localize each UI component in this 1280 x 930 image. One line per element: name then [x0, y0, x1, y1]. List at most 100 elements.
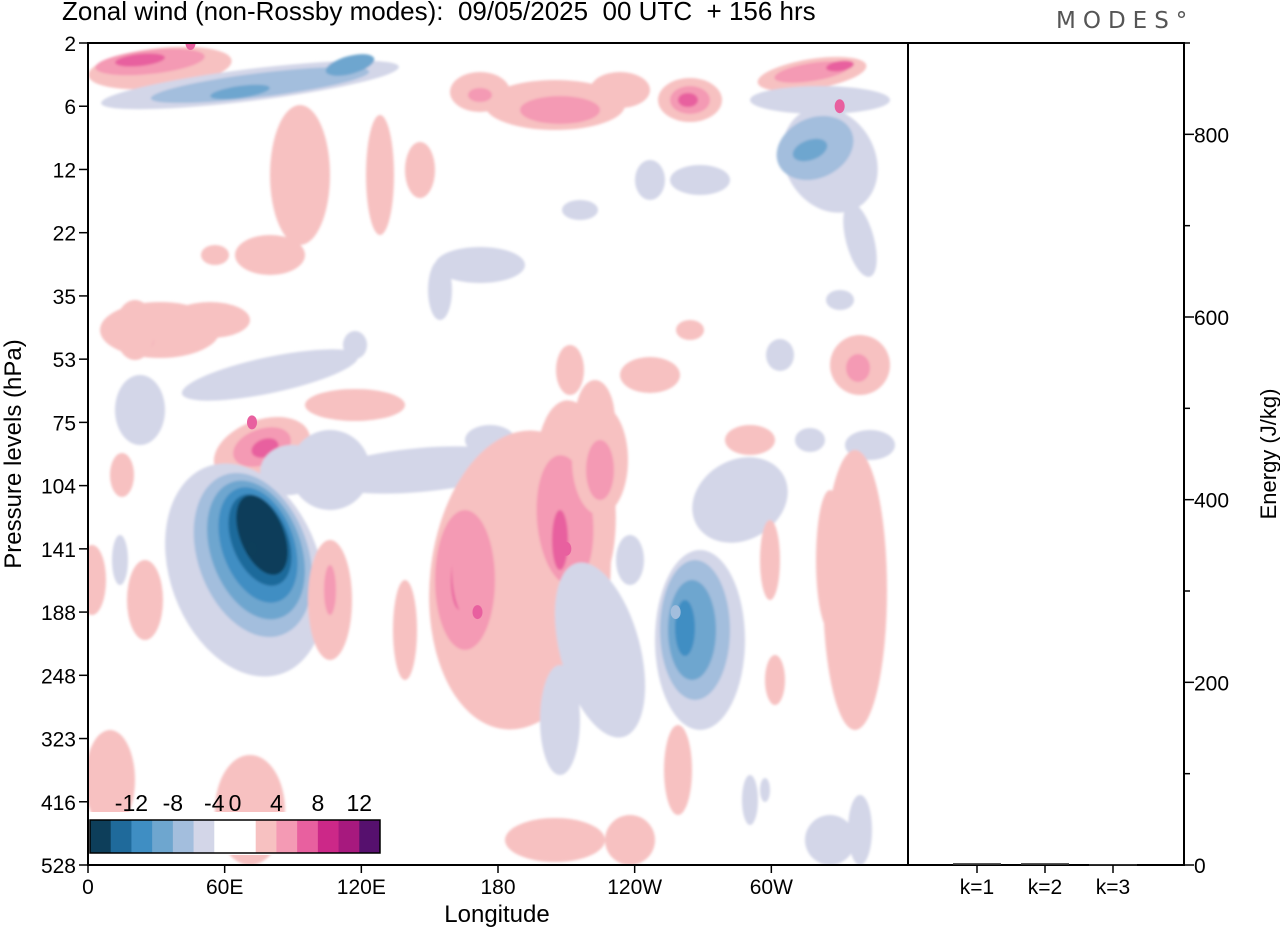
contour-fill — [616, 535, 644, 585]
y-tick-label: 6 — [64, 96, 76, 119]
contour-fill — [88, 545, 106, 615]
energy-panel-frame — [907, 42, 1185, 866]
colorbar-frame — [89, 819, 381, 854]
contour-fill — [343, 331, 367, 359]
contour-fill — [795, 428, 825, 452]
contour-fill — [435, 247, 525, 283]
x-axis-label: Longitude — [444, 901, 549, 928]
modes-logo: MODES° — [1056, 8, 1195, 34]
colorbar-swatch — [90, 820, 112, 853]
contour-fill — [505, 818, 605, 862]
energy-bar — [1089, 864, 1137, 866]
contour-fill — [210, 84, 270, 100]
colorbar: -12 -8 -4 0 4 8 12 — [88, 790, 382, 855]
y-tick-label: 416 — [41, 792, 76, 815]
contour-fill — [750, 86, 890, 114]
contour-fill — [127, 560, 163, 640]
contour-fill — [260, 444, 320, 496]
colorbar-swatch — [359, 820, 381, 853]
x-tick-label: 60E — [206, 876, 243, 899]
field-extremum — [834, 99, 845, 114]
contour-fill — [692, 457, 788, 543]
y-tick-label: 528 — [41, 855, 76, 878]
contour-fill — [586, 440, 614, 500]
colorbar-swatch — [110, 820, 132, 853]
contour-fill — [725, 425, 775, 455]
contour-fill — [290, 430, 370, 510]
x-tick-label: 0 — [82, 876, 94, 899]
x-tick-label: 120E — [337, 876, 386, 899]
y-tick-label: 75 — [53, 412, 76, 435]
y-axis: 2 6 12 22 35 53 75 104 141 188 248 323 416 528 — [41, 33, 88, 878]
contour-fills — [88, 43, 895, 865]
contour-fill — [792, 138, 828, 162]
colorbar-swatch — [152, 820, 174, 853]
contour-fill — [115, 53, 165, 67]
energy-bar — [953, 863, 1001, 865]
y-tick-label: 188 — [41, 602, 76, 625]
colorbar-label: 8 — [311, 790, 324, 816]
contour-fill — [405, 142, 435, 198]
contour-fill — [325, 54, 375, 76]
contour-fill — [468, 88, 492, 102]
x-tick-label: 60W — [750, 876, 793, 899]
contour-fill — [366, 115, 394, 235]
colorbar-swatch — [297, 820, 319, 853]
colorbar-label: 0 — [229, 790, 242, 816]
contour-fill — [170, 302, 250, 338]
x-axis: 0 60E 120E 180 120W 60W — [82, 865, 793, 899]
contour-fill — [181, 349, 359, 401]
contour-fill — [760, 520, 780, 600]
contour-fill — [270, 105, 330, 245]
field-extremum — [811, 162, 822, 177]
energy-bars: k=1 k=2 k=3 — [953, 863, 1137, 899]
contour-fill — [742, 775, 758, 825]
contour-fill — [670, 165, 730, 195]
contour-fill — [236, 495, 288, 575]
colorbar-label: 4 — [270, 790, 283, 816]
contour-fill — [540, 665, 580, 775]
energy-tick-label: 200 — [1194, 672, 1229, 695]
energy-tick-label: 600 — [1194, 307, 1229, 330]
energy-category-label: k=2 — [1028, 876, 1062, 899]
y-tick-label: 141 — [41, 539, 76, 562]
colorbar-swatch — [276, 820, 298, 853]
energy-tick-label: 0 — [1194, 855, 1206, 878]
energy-axis: 0 200 400 600 800 — [1184, 42, 1229, 878]
y-tick-label: 53 — [53, 349, 76, 372]
y-tick-label: 248 — [41, 665, 76, 688]
energy-tick-label: 400 — [1194, 490, 1229, 513]
colorbar-swatch — [214, 820, 236, 853]
y-tick-label: 12 — [53, 159, 76, 182]
colorbar-swatch — [255, 820, 277, 853]
energy-category-label: k=1 — [960, 876, 994, 899]
contour-fill — [590, 72, 650, 108]
colorbar-label: 12 — [346, 790, 372, 816]
y-tick-label: 104 — [41, 476, 76, 499]
y-tick-label: 22 — [53, 223, 76, 246]
contour-fill — [765, 655, 785, 705]
contour-fill — [552, 510, 568, 570]
field-extremum — [247, 541, 257, 556]
energy-axis-label: Energy (J/kg) — [1256, 389, 1280, 520]
x-tick-label: 180 — [480, 876, 515, 899]
contour-fill — [393, 580, 417, 680]
colorbar-label: -4 — [204, 790, 225, 816]
contour-fill — [816, 490, 844, 630]
chart-title: Zonal wind (non-Rossby modes): 09/05/202… — [62, 0, 816, 26]
contour-fill — [115, 300, 155, 360]
field-extremum — [561, 541, 572, 556]
energy-tick-label: 800 — [1194, 124, 1229, 147]
colorbar-label: -8 — [163, 790, 183, 816]
colorbar-swatch — [317, 820, 340, 853]
contour-fill — [676, 320, 704, 340]
contour-fill — [843, 203, 877, 277]
contour-fill — [556, 345, 584, 395]
colorbar-swatch — [193, 820, 215, 853]
contour-fill — [848, 795, 872, 865]
contour-fill — [620, 357, 680, 393]
y-tick-label: 2 — [64, 33, 76, 56]
field-extremum — [247, 415, 257, 430]
colorbar-swatch — [338, 820, 360, 853]
